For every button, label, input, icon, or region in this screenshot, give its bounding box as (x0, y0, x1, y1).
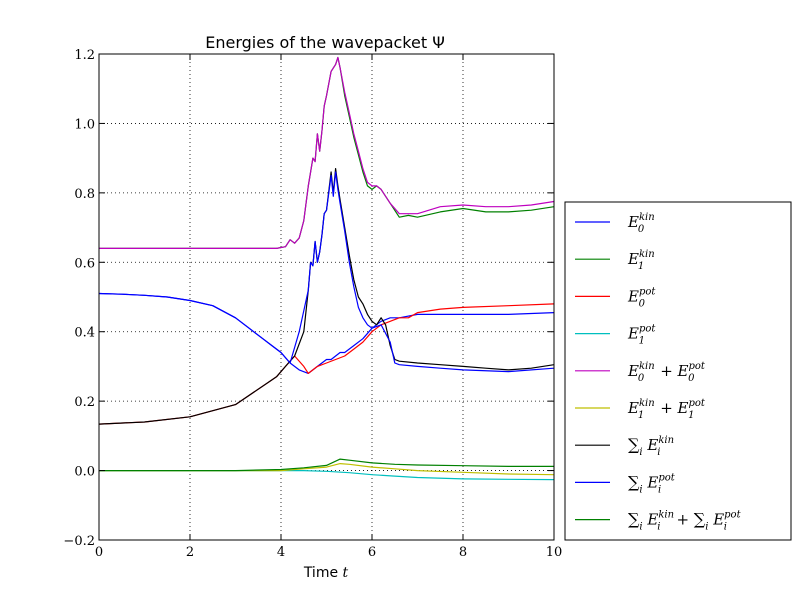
y-tick-label: 0.4 (74, 326, 95, 341)
x-tick-label: 8 (459, 545, 467, 560)
y-tick-label: 0.2 (74, 395, 95, 410)
x-tick-label: 2 (186, 545, 194, 560)
y-tick-label: 0.0 (74, 465, 95, 480)
legend-entry-3: Epot 1 (627, 324, 656, 347)
chart-title: Energies of the wavepacket Ψ (205, 33, 445, 52)
y-tick-label: 1.0 (74, 117, 95, 132)
y-tick-label: −0.2 (63, 534, 95, 549)
legend: Ekin 0 Ekin 1 Epot 0 Epot 1 Ekin 0 + Epot 0 Ek… (564, 201, 792, 541)
x-axis-label: Time t (303, 565, 349, 581)
x-tick-label: 10 (546, 545, 563, 560)
legend-entry-5: Ekin 1 + Epot 1 (627, 398, 706, 421)
series-line-3 (99, 470, 555, 481)
y-tick-label: 1.2 (74, 48, 95, 63)
x-tick-label: 6 (368, 545, 376, 560)
x-tick-label: 0 (95, 545, 103, 560)
series-line-2 (98, 303, 555, 425)
series-line-8 (99, 458, 554, 472)
legend-entry-0: Ekin 0 (627, 212, 655, 235)
legend-entry-1: Ekin 1 (627, 249, 655, 272)
legend-entry-6: ∑i Ekin i (628, 435, 674, 458)
plot-frame (98, 53, 555, 541)
series-line-4 (99, 56, 555, 249)
legend-entry-8: ∑i Ekin i + ∑i Epot i (628, 510, 742, 533)
y-tick-label: 0.6 (74, 256, 95, 271)
series-line-7 (98, 171, 555, 373)
y-tick-label: 0.8 (74, 187, 95, 202)
legend-entry-4: Ekin 0 + Epot 0 (627, 361, 706, 384)
x-tick-label: 4 (277, 545, 285, 560)
legend-entry-2: Epot 0 (627, 286, 656, 309)
legend-entry-7: ∑i Epot i (628, 472, 676, 495)
ticks: 0 2 4 6 8 10 −0.2 0.0 0.2 0.4 0.6 0.8 1.0 1.2 (63, 48, 562, 560)
series-group (98, 56, 555, 481)
grid (99, 54, 554, 540)
series-line-0 (98, 292, 555, 374)
series-line-1 (99, 56, 555, 249)
